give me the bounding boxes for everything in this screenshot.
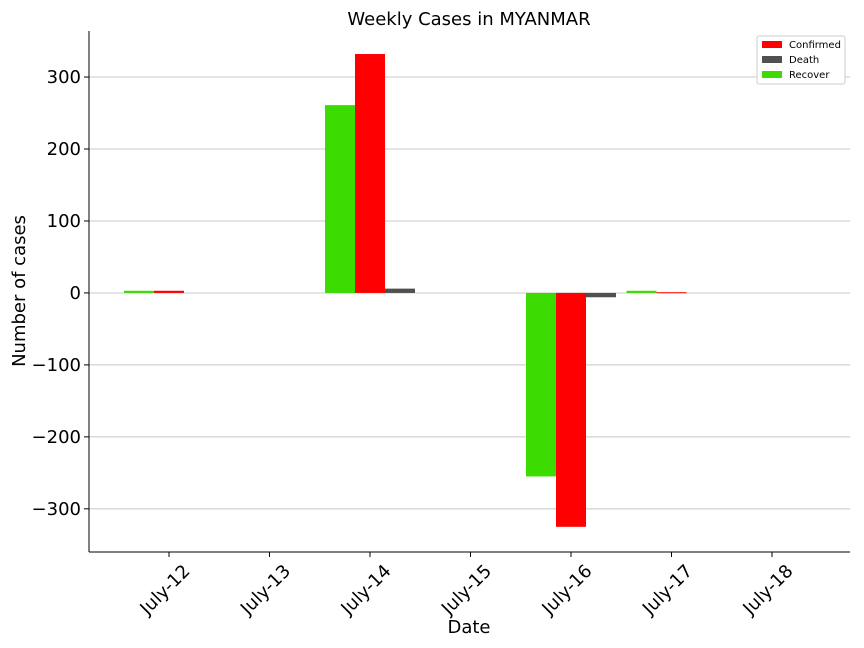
bar-confirmed [556,292,586,527]
y-tick-label: −300 [32,499,81,520]
x-tick-label: July-12 [136,561,195,620]
bars [124,54,687,527]
y-ticks: 300 200 100 0 −100 −200 −300 [32,67,89,520]
bar-death [586,292,616,298]
legend-swatch-death [762,56,782,63]
x-ticks: July-12 July-13 July-14 July-15 July-16 July-… [136,552,798,620]
legend-swatch-confirmed [762,41,782,48]
axes [88,31,850,553]
bar-confirmed [656,292,687,294]
bar-confirmed [355,54,385,293]
grid-lines [89,76,850,510]
x-tick-label: July-15 [437,561,496,620]
legend-label-recover: Recover [789,70,830,81]
legend-label-confirmed: Confirmed [789,40,841,51]
y-tick-label: 0 [70,283,81,304]
y-tick-label: −200 [32,427,81,448]
x-tick-label: July-18 [739,561,798,620]
legend-label-death: Death [789,55,819,66]
y-tick-label: 200 [47,139,81,160]
bar-confirmed [154,290,184,293]
bar-death [385,288,415,293]
y-tick-label: −100 [32,355,81,376]
bar-recover [124,290,154,293]
bar-recover [626,290,657,293]
y-tick-label: 300 [47,67,81,88]
x-tick-label: July-17 [638,561,697,620]
y-axis-label: Number of cases [9,215,30,367]
bar-recover [526,292,556,477]
chart-title: Weekly Cases in MYANMAR [347,9,590,30]
legend: Confirmed Death Recover [756,35,846,85]
x-axis-label: Date [447,617,490,638]
legend-swatch-recover [762,71,782,78]
x-tick-label: July-14 [337,561,396,620]
y-tick-label: 100 [47,211,81,232]
x-tick-label: July-16 [538,561,597,620]
x-tick-label: July-13 [236,561,295,620]
bar-recover [325,105,355,293]
